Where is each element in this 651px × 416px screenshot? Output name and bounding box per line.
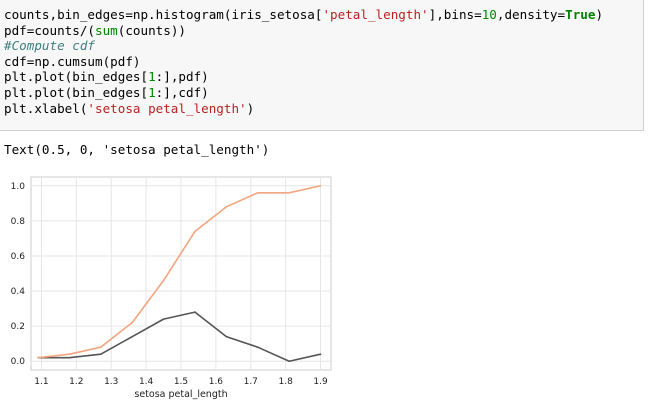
pdf-point	[162, 318, 165, 320]
code-line: #Compute cdf	[4, 38, 603, 54]
y-tick-label: 0.6	[11, 252, 26, 262]
code-token: 'petal_length'	[322, 7, 429, 22]
x-tick-label: 1.1	[34, 377, 48, 387]
cdf-point	[319, 184, 322, 187]
pdf-line	[37, 311, 321, 363]
pdf-point	[256, 346, 259, 348]
cdf-point	[37, 356, 39, 359]
cdf-point	[225, 206, 228, 208]
x-tick-label: 1.2	[69, 377, 83, 387]
y-tick-label: 0.2	[11, 322, 25, 332]
code-token: plt.xlabel(	[4, 100, 88, 116]
cdf-point	[131, 321, 133, 324]
x-tick-label: 1.9	[313, 377, 328, 387]
output-text: Text(0.5, 0, 'setosa petal_length')	[4, 142, 270, 157]
y-tick-label: 0.4	[11, 287, 26, 297]
cdf-point	[162, 279, 165, 282]
pdf-point	[68, 356, 71, 359]
code-token: counts,bin_edges=np.histogram(iris_setos…	[4, 7, 323, 22]
pdf-point	[319, 353, 322, 356]
code-token: :],pdf)	[155, 69, 209, 85]
code-token: pdf=counts/(	[4, 22, 95, 38]
code-line: plt.plot(bin_edges[1:],pdf)	[4, 69, 603, 85]
code-token: 10	[481, 7, 497, 22]
x-tick-label: 1.4	[139, 377, 154, 387]
cdf-point	[194, 230, 196, 233]
y-tick-label: 0.8	[11, 217, 26, 227]
pdf-point	[225, 335, 228, 338]
x-tick-label: 1.7	[244, 377, 258, 387]
pdf-point	[131, 335, 133, 338]
x-axis-label: setosa petal_length	[134, 389, 227, 400]
x-tick-label: 1.8	[278, 377, 293, 387]
code-token: #Compute cdf	[4, 38, 95, 54]
cdf-line	[37, 184, 321, 359]
code-line: pdf=counts/(sum(counts))	[4, 23, 603, 39]
code-token: ],bins=	[428, 7, 482, 22]
y-tick-label: 1.0	[11, 182, 26, 192]
cdf-point	[256, 191, 259, 194]
code-token: cdf=np.cumsum(pdf)	[4, 53, 141, 69]
pdf-point	[288, 360, 290, 363]
cdf-point	[68, 353, 71, 356]
code-line: plt.plot(bin_edges[1:],cdf)	[4, 85, 603, 101]
code-token: 'setosa petal_length'	[87, 100, 247, 116]
code-token: True	[565, 7, 596, 22]
y-tick-label: 0.0	[11, 357, 26, 367]
code-token: (counts))	[117, 22, 186, 38]
code-token: sum	[95, 22, 118, 38]
code-line: plt.xlabel('setosa petal_length')	[4, 101, 603, 117]
x-tick-label: 1.5	[174, 377, 188, 387]
code-token: plt.plot(bin_edges[	[4, 69, 149, 85]
code-token: ,density=	[496, 7, 566, 22]
code-token: )	[595, 7, 604, 22]
code-token: 1	[148, 84, 156, 100]
x-tick-label: 1.3	[104, 377, 118, 387]
pdf-point	[194, 311, 196, 313]
code-token: )	[246, 100, 255, 116]
code-token: 1	[148, 69, 156, 85]
code-editor[interactable]: counts,bin_edges=np.histogram(iris_setos…	[4, 7, 603, 116]
pdf-point	[99, 353, 102, 356]
cdf-point	[99, 346, 102, 348]
code-token: plt.plot(bin_edges[	[4, 84, 149, 100]
line-chart: 1.1 1.2 1.3 1.4 1.5 1.6 1.7 1.8 1.9 0.0 0.2 0.4 0.6 0…	[11, 176, 332, 400]
code-token: :],cdf)	[155, 84, 209, 100]
code-cell[interactable]: counts,bin_edges=np.histogram(iris_setos…	[0, 0, 644, 131]
code-line: cdf=np.cumsum(pdf)	[4, 54, 603, 70]
x-tick-label: 1.6	[209, 377, 224, 387]
cdf-point	[288, 191, 290, 194]
code-line: counts,bin_edges=np.histogram(iris_setos…	[4, 7, 603, 23]
